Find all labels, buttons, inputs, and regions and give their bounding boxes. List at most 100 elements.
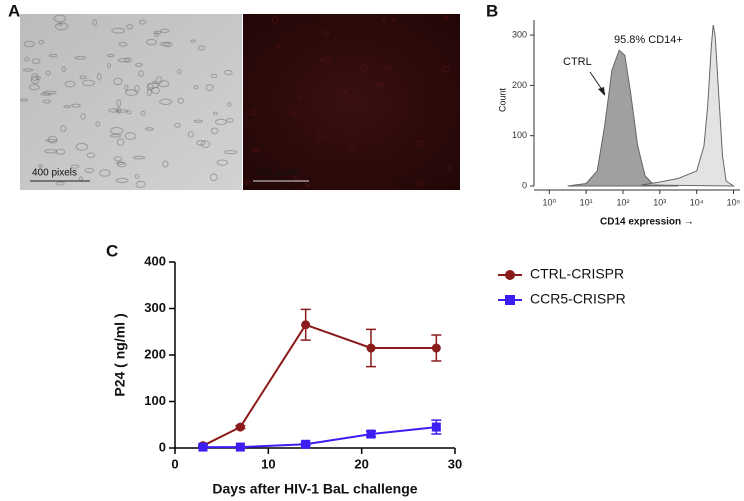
cell: [138, 70, 144, 77]
cell: [81, 79, 96, 87]
cell: [176, 69, 182, 75]
cell: [135, 62, 143, 67]
y-tick-label: 200: [512, 80, 527, 90]
annotation-arrowhead: [598, 87, 605, 96]
x-tick-label: 10⁰: [542, 197, 556, 207]
cell: [159, 41, 171, 46]
cell: [446, 166, 452, 171]
cell: [126, 24, 134, 30]
legend-marker: [505, 295, 515, 305]
histogram-area: [567, 49, 679, 187]
cell: [416, 181, 424, 186]
cell: [153, 30, 162, 35]
marker: [301, 320, 311, 330]
cell: [108, 108, 120, 113]
cell: [53, 14, 66, 23]
cell: [23, 68, 34, 72]
marker: [198, 442, 208, 452]
cell: [319, 58, 325, 63]
cell: [109, 134, 122, 138]
y-tick-label: 100: [512, 130, 527, 140]
cell: [297, 94, 303, 101]
cell: [174, 122, 181, 128]
cell: [196, 140, 206, 146]
cell: [44, 149, 58, 154]
cell: [64, 80, 76, 88]
cell: [209, 173, 218, 182]
x-tick-label: 30: [448, 456, 462, 471]
y-tick-label: 300: [144, 300, 166, 315]
cell: [125, 89, 138, 96]
micrograph: [243, 14, 460, 190]
x-axis-label: CD14 expression →: [600, 217, 694, 228]
panel-label: C: [106, 241, 118, 260]
x-tick-label: 10⁴: [690, 197, 704, 207]
cell: [48, 53, 58, 58]
cell: [111, 27, 126, 34]
y-tick-label: 400: [144, 253, 166, 268]
cell: [134, 174, 140, 179]
y-axis-label: Count: [497, 88, 507, 113]
cell: [109, 126, 124, 135]
cell: [145, 127, 154, 131]
marker: [366, 429, 376, 439]
cell: [92, 19, 98, 26]
cell: [74, 55, 87, 60]
x-tick-label: 10²: [616, 197, 629, 207]
cell: [86, 152, 96, 159]
cell: [71, 103, 81, 108]
cell: [226, 118, 234, 123]
panel-label: B: [486, 1, 498, 20]
scale-bar-label: 400 pixels: [32, 168, 77, 179]
cell: [200, 140, 211, 148]
cell: [84, 168, 95, 173]
cell: [375, 82, 384, 87]
cell: [224, 150, 238, 155]
panel-label: A: [8, 1, 20, 20]
y-tick-label: 0: [159, 439, 166, 454]
cell: [140, 110, 146, 116]
cell: [63, 105, 71, 109]
cell: [325, 56, 331, 64]
cell: [210, 73, 218, 78]
cell: [224, 69, 233, 76]
y-tick-label: 0: [522, 180, 527, 190]
cell: [418, 140, 425, 147]
y-axis-label: P24 ( ng/ml ): [112, 313, 128, 396]
x-tick-label: 10¹: [580, 197, 593, 207]
cell: [116, 106, 121, 114]
cell: [159, 98, 173, 105]
cell: [40, 92, 52, 96]
cell: [187, 131, 194, 138]
cell: [55, 148, 66, 155]
cell: [28, 84, 40, 91]
cell: [349, 142, 356, 149]
x-tick-label: 0: [171, 456, 178, 471]
cell: [117, 58, 130, 63]
legend-marker: [505, 270, 515, 280]
cell: [275, 43, 281, 49]
cell: [291, 111, 298, 115]
cell: [115, 177, 129, 184]
cell: [151, 86, 160, 95]
cell: [155, 76, 163, 85]
cell: [252, 148, 261, 153]
cell: [96, 72, 102, 81]
cell: [360, 64, 368, 72]
cell: [205, 84, 214, 92]
cell: [210, 127, 219, 135]
micrograph: [20, 14, 242, 190]
cell: [113, 77, 123, 86]
marker: [235, 442, 245, 452]
cell: [80, 113, 86, 120]
cell: [216, 159, 229, 166]
cell: [441, 65, 450, 73]
cell: [55, 22, 69, 31]
cell: [227, 101, 232, 107]
cell: [132, 155, 146, 160]
cell: [38, 39, 45, 45]
cell: [190, 39, 197, 43]
cell: [24, 56, 30, 62]
cell: [316, 132, 323, 140]
marker: [431, 422, 441, 432]
